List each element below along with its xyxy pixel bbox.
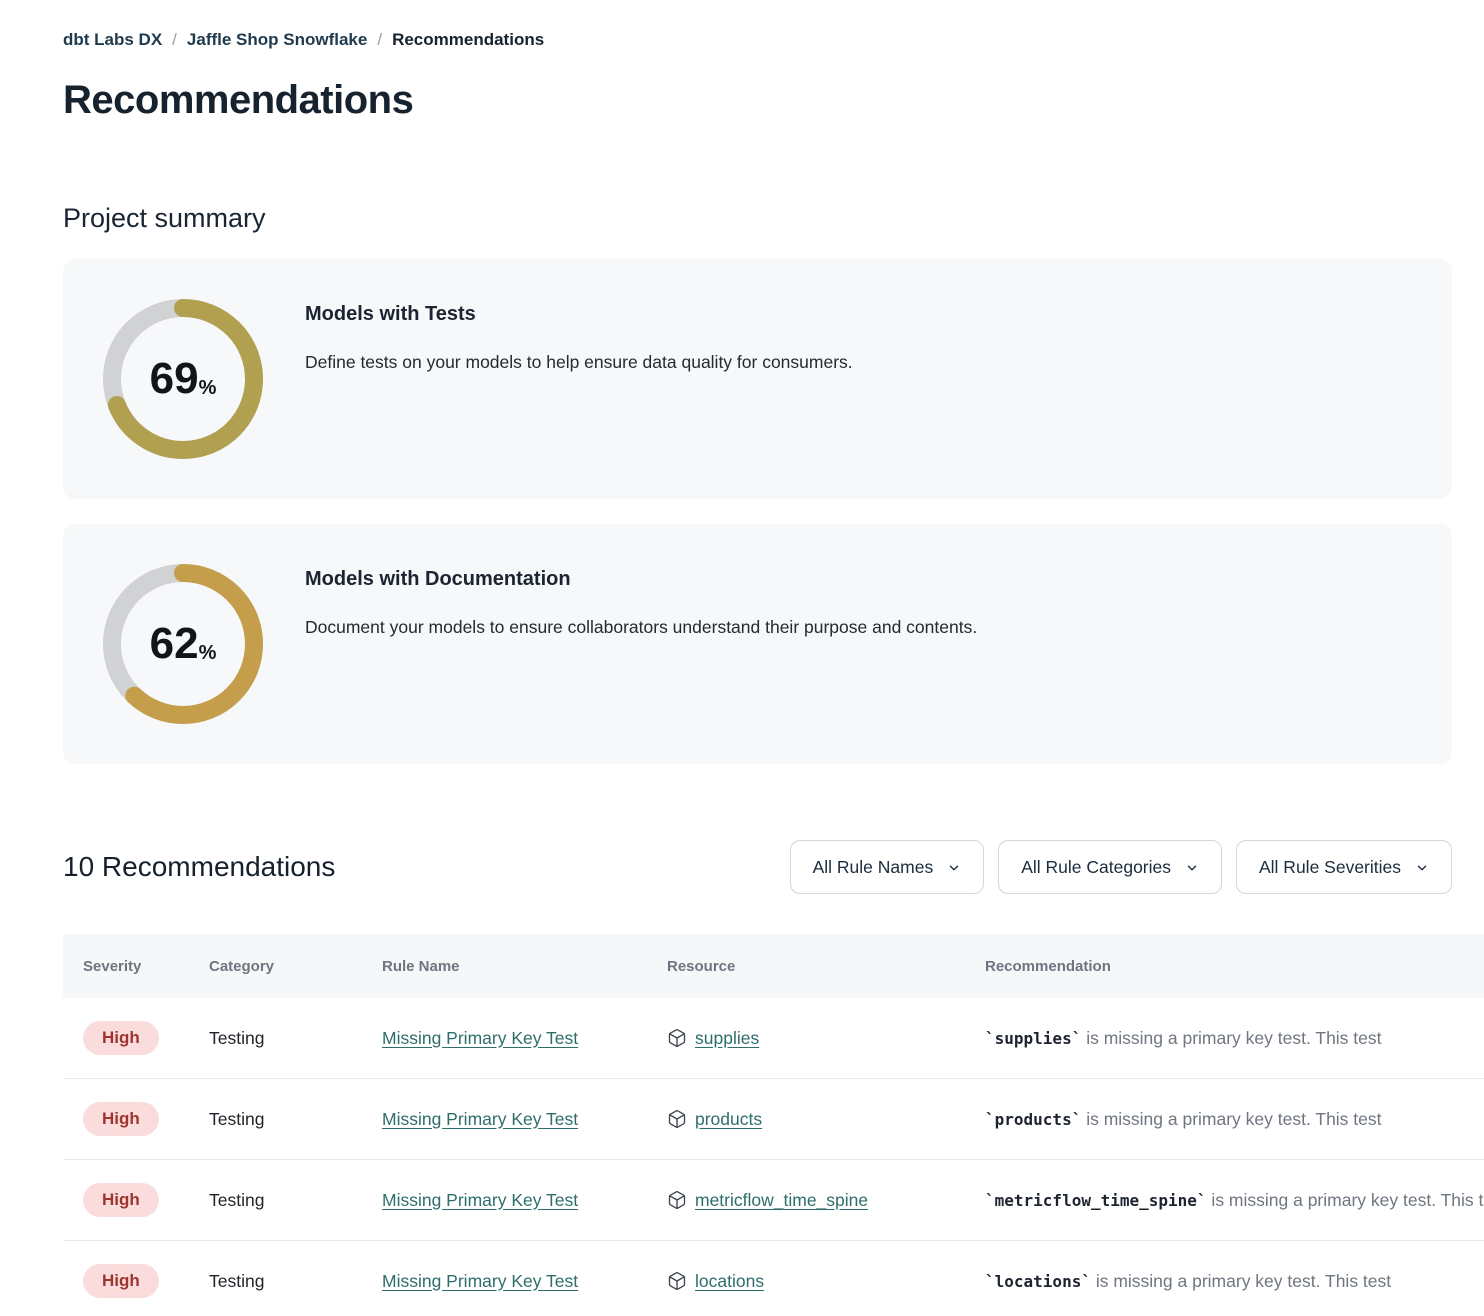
page-title: Recommendations <box>63 78 414 122</box>
recommendations-header: 10 Recommendations All Rule Names All Ru… <box>63 840 1452 894</box>
recommendation-code: `products` <box>985 1109 1082 1129</box>
summary-card-documentation: 62 % Models with Documentation Document … <box>63 524 1452 764</box>
percent-value: 69 <box>149 354 199 403</box>
severity-badge: High <box>83 1021 159 1055</box>
category-cell: Testing <box>209 1270 265 1291</box>
card-title-models-with-tests: Models with Tests <box>305 303 476 325</box>
resource-link[interactable]: products <box>695 1108 763 1129</box>
recommendation-code: `supplies` <box>985 1028 1082 1048</box>
severity-badge: High <box>83 1183 159 1217</box>
recommendation-text: is missing a primary key test. This test <box>1081 1027 1382 1048</box>
filter-rule-categories-dropdown[interactable]: All Rule Categories <box>998 840 1222 894</box>
model-cube-icon <box>668 1029 686 1048</box>
recommendation-cell: `products` is missing a primary key test… <box>985 1109 1484 1130</box>
resource-link[interactable]: locations <box>695 1270 765 1291</box>
card-description: Document your models to ensure collabora… <box>305 617 978 637</box>
category-cell: Testing <box>209 1189 265 1210</box>
recommendation-code: `metricflow_time_spine` <box>985 1190 1207 1210</box>
project-summary-heading: Project summary <box>63 203 266 233</box>
recommendations-count-heading: 10 Recommendations <box>63 851 336 882</box>
model-cube-icon <box>668 1272 686 1291</box>
tests-percent-label: 69 % <box>102 298 264 460</box>
column-header-category: Category <box>209 957 275 975</box>
card-description: Define tests on your models to help ensu… <box>305 352 853 372</box>
column-header-severity: Severity <box>83 957 142 975</box>
donut-chart <box>103 299 263 459</box>
docs-donut-chart-wrap: 62 % <box>102 563 264 725</box>
docs-percent-label: 62 % <box>102 563 264 725</box>
breadcrumb-project[interactable]: Jaffle Shop Snowflake <box>186 30 368 49</box>
breadcrumb-account[interactable]: dbt Labs DX <box>63 30 163 49</box>
donut-chart <box>103 564 263 724</box>
recommendation-text: is missing a primary key test. This test <box>1206 1189 1484 1210</box>
rule-name-link[interactable]: Missing Primary Key Test <box>382 1189 579 1210</box>
recommendation-cell: `metricflow_time_spine` is missing a pri… <box>985 1190 1484 1211</box>
summary-card-tests: 69 % Models with Tests Define tests on y… <box>63 259 1452 499</box>
filter-rule-names-dropdown[interactable]: All Rule Names <box>789 840 985 894</box>
filter-rule-severities-dropdown[interactable]: All Rule Severities <box>1236 840 1452 894</box>
percent-value: 62 <box>149 619 199 668</box>
severity-badge: High <box>83 1264 159 1298</box>
column-header-rule-name: Rule Name <box>382 957 460 975</box>
category-cell: Testing <box>209 1108 265 1129</box>
breadcrumb-separator: / <box>377 30 383 49</box>
recommendation-code: `locations` <box>985 1271 1091 1291</box>
table-row: High Testing Missing Primary Key Test me… <box>63 1160 1484 1241</box>
resource-link[interactable]: metricflow_time_spine <box>695 1189 869 1210</box>
chevron-down-icon <box>1417 865 1427 871</box>
chevron-down-icon <box>1187 865 1197 871</box>
percent-sign: % <box>198 641 217 664</box>
rule-name-link[interactable]: Missing Primary Key Test <box>382 1027 579 1048</box>
table-row: High Testing Missing Primary Key Test lo… <box>63 1241 1484 1316</box>
resource-link[interactable]: supplies <box>695 1027 760 1048</box>
filter-label: All Rule Names <box>812 856 934 877</box>
model-cube-icon <box>668 1191 686 1210</box>
category-cell: Testing <box>209 1027 265 1048</box>
column-header-recommendation: Recommendation <box>985 957 1111 975</box>
recommendation-cell: `locations` is missing a primary key tes… <box>985 1271 1484 1292</box>
breadcrumb: dbt Labs DX / Jaffle Shop Snowflake / Re… <box>63 30 1452 50</box>
rule-name-link[interactable]: Missing Primary Key Test <box>382 1108 579 1129</box>
breadcrumb-separator: / <box>172 30 177 49</box>
recommendation-cell: `supplies` is missing a primary key test… <box>985 1028 1484 1049</box>
table-row: High Testing Missing Primary Key Test pr… <box>63 1079 1484 1160</box>
table-row: High Testing Missing Primary Key Test su… <box>63 998 1484 1079</box>
rule-name-link[interactable]: Missing Primary Key Test <box>382 1270 579 1291</box>
filter-label: All Rule Categories <box>1021 856 1171 877</box>
recommendation-text: is missing a primary key test. This test <box>1081 1108 1382 1129</box>
column-header-resource: Resource <box>667 957 736 975</box>
recommendation-text: is missing a primary key test. This test <box>1090 1270 1392 1291</box>
percent-sign: % <box>198 376 217 399</box>
breadcrumb-current: Recommendations <box>392 30 545 49</box>
severity-badge: High <box>83 1102 159 1136</box>
filter-label: All Rule Severities <box>1259 856 1401 877</box>
model-cube-icon <box>668 1110 686 1129</box>
tests-donut-chart-wrap: 69 % <box>102 298 264 460</box>
filters: All Rule Names All Rule Categories All R… <box>789 840 1452 894</box>
table-body: High Testing Missing Primary Key Test su… <box>63 998 1484 1316</box>
card-title-models-with-documentation: Models with Documentation <box>305 568 571 590</box>
chevron-down-icon <box>950 865 959 871</box>
recommendations-table: Severity Category Rule Name Resource Rec… <box>63 934 1484 1316</box>
table-header-row: Severity Category Rule Name Resource Rec… <box>63 934 1484 998</box>
